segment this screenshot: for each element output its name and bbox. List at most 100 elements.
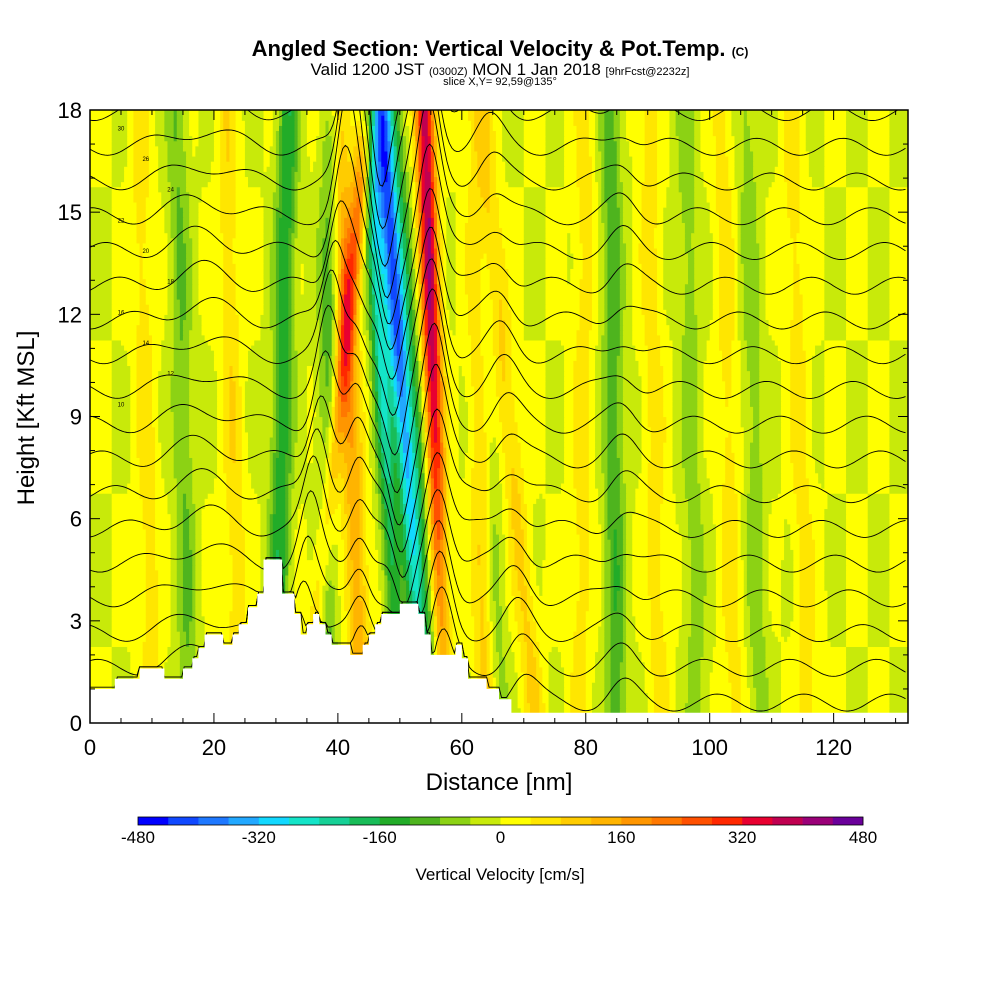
velocity-cell (192, 498, 206, 504)
velocity-cell (545, 523, 578, 530)
velocity-cell (675, 518, 689, 525)
velocity-cell (867, 539, 891, 545)
velocity-cell (424, 620, 429, 627)
velocity-cell (638, 646, 652, 653)
velocity-cell (111, 666, 131, 673)
velocity-cell (381, 477, 385, 484)
velocity-cell (725, 467, 736, 474)
velocity-cell (780, 687, 801, 693)
velocity-cell (390, 610, 401, 617)
velocity-cell (641, 442, 652, 448)
velocity-cell (195, 559, 203, 566)
velocity-cell (573, 442, 590, 448)
velocity-cell (489, 472, 500, 479)
velocity-cell (430, 554, 435, 561)
velocity-cell (737, 564, 745, 571)
velocity-cell (272, 467, 277, 474)
velocity-cell (260, 554, 268, 561)
velocity-cell (622, 442, 643, 448)
velocity-cell (573, 452, 590, 458)
velocity-cell (644, 661, 652, 668)
velocity-cell (229, 513, 243, 520)
velocity-cell (443, 462, 447, 469)
velocity-cell (204, 631, 231, 637)
velocity-cell (610, 549, 615, 556)
velocity-cell (824, 508, 847, 515)
velocity-cell (90, 467, 113, 474)
velocity-cell (533, 539, 547, 545)
velocity-cell (90, 641, 113, 647)
velocity-cell (585, 661, 596, 668)
velocity-cell (492, 544, 500, 550)
velocity-cell (734, 457, 745, 464)
velocity-cell (511, 579, 519, 586)
velocity-cell (743, 472, 751, 479)
velocity-cell (762, 467, 782, 474)
velocity-cell (867, 692, 891, 699)
velocity-cell (424, 528, 429, 535)
velocity-cell (409, 554, 420, 561)
velocity-cell (371, 498, 379, 504)
velocity-cell (430, 610, 435, 617)
velocity-cell (371, 482, 376, 489)
velocity-cell (505, 595, 516, 601)
velocity-cell (793, 462, 807, 469)
velocity-cell (846, 595, 869, 601)
velocity-cell (269, 554, 274, 561)
velocity-cell (613, 605, 618, 612)
velocity-cell (347, 636, 351, 642)
velocity-cell (514, 544, 525, 550)
velocity-cell (793, 482, 810, 489)
velocity-cell (536, 564, 543, 571)
velocity-cell (406, 590, 410, 596)
velocity-cell (347, 493, 361, 499)
velocity-cell (331, 636, 336, 642)
velocity-cell (384, 523, 389, 530)
velocity-cell (827, 600, 847, 607)
velocity-cell (601, 539, 605, 545)
velocity-cell (613, 549, 618, 556)
velocity-cell (223, 452, 231, 458)
velocity-cell (495, 447, 503, 453)
velocity-cell (688, 508, 701, 515)
velocity-cell (189, 436, 218, 443)
velocity-cell (505, 656, 516, 663)
velocity-cell (155, 436, 159, 443)
velocity-cell (449, 544, 472, 550)
velocity-cell (780, 682, 801, 688)
velocity-cell (266, 528, 271, 535)
velocity-cell (201, 569, 234, 576)
velocity-cell (749, 697, 757, 704)
velocity-cell (328, 472, 333, 479)
velocity-cell (443, 590, 447, 596)
velocity-cell (189, 625, 196, 632)
velocity-cell (424, 631, 429, 637)
velocity-cell (780, 462, 794, 469)
velocity-cell (368, 615, 382, 622)
velocity-cell (514, 610, 525, 617)
velocity-cell (399, 564, 404, 571)
velocity-cell (127, 482, 141, 489)
velocity-cell (753, 661, 767, 668)
velocity-cell (130, 436, 138, 443)
velocity-cell (440, 605, 444, 612)
velocity-cell (495, 523, 503, 530)
velocity-cell (390, 447, 398, 453)
velocity-cell (688, 646, 705, 653)
velocity-cell (294, 620, 308, 627)
velocity-cell (712, 651, 729, 658)
velocity-cell (418, 498, 423, 504)
velocity-cell (415, 513, 420, 520)
velocity-cell (201, 528, 231, 535)
velocity-cell (406, 574, 410, 581)
velocity-cell (375, 528, 382, 535)
velocity-cell (846, 646, 869, 653)
velocity-cell (542, 697, 550, 704)
velocity-cell (257, 498, 268, 504)
velocity-cell (130, 477, 141, 484)
velocity-cell (480, 646, 488, 653)
velocity-cell (824, 467, 847, 474)
velocity-cell (542, 579, 581, 586)
velocity-cell (715, 615, 726, 622)
velocity-cell (588, 544, 602, 550)
